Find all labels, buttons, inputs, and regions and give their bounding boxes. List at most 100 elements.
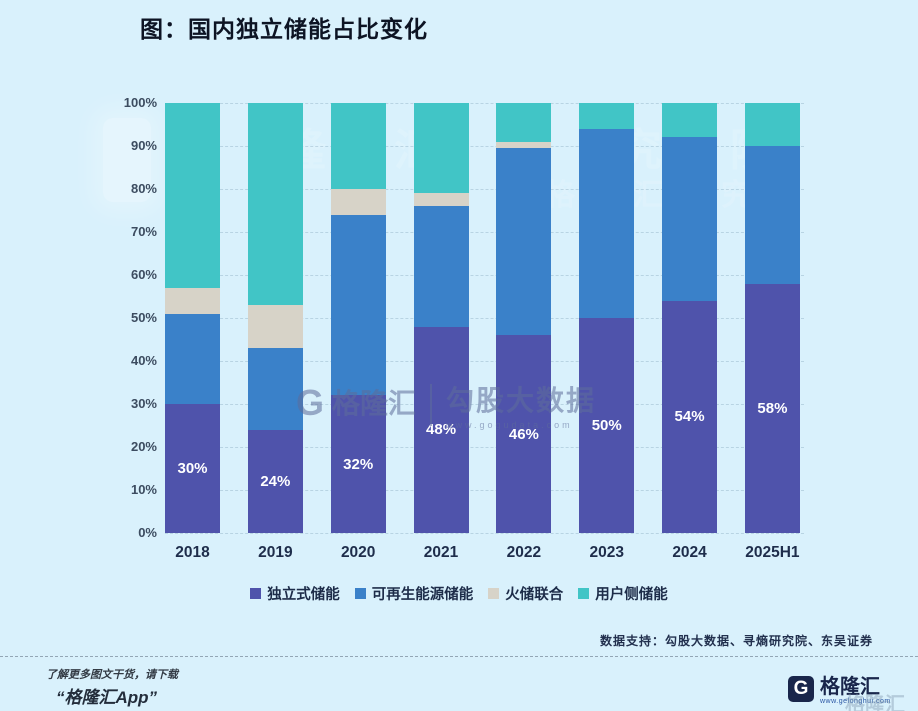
segment-火储联合-2019 bbox=[247, 305, 303, 349]
gridline bbox=[165, 533, 804, 534]
bar-value-label: 54% bbox=[674, 408, 705, 426]
x-axis-label-2022: 2022 bbox=[506, 544, 542, 561]
legend-item-独立式储能: 独立式储能 bbox=[250, 583, 340, 604]
y-axis-tick-label: 100% bbox=[123, 95, 157, 110]
promo-line2: “格隆汇App” bbox=[56, 688, 158, 707]
y-axis-tick-label: 60% bbox=[130, 267, 157, 282]
segment-可再生能源储能-2022 bbox=[496, 148, 552, 336]
x-axis-label-2021: 2021 bbox=[423, 544, 459, 561]
gridline bbox=[165, 275, 804, 276]
bar-value-label: 32% bbox=[343, 455, 374, 473]
segment-用户侧储能-2024 bbox=[662, 103, 718, 138]
data-support-note: 数据支持：勾股大数据、寻熵研究院、东吴证券 bbox=[599, 634, 873, 648]
segment-可再生能源储能-2021 bbox=[413, 206, 469, 327]
segment-独立式储能-2018: 30% bbox=[165, 404, 220, 533]
segment-可再生能源储能-2020 bbox=[330, 214, 386, 396]
legend-label: 可再生能源储能 bbox=[371, 587, 474, 603]
y-axis-tick-label: 10% bbox=[130, 482, 157, 497]
x-axis-label-2019: 2019 bbox=[258, 544, 293, 561]
segment-可再生能源储能-2023 bbox=[579, 128, 635, 318]
bar-value-label: 46% bbox=[508, 425, 539, 443]
gelonghui-g-icon: G bbox=[788, 676, 814, 702]
y-axis-tick-label: 50% bbox=[130, 310, 157, 325]
legend-item-用户侧储能: 用户侧储能 bbox=[578, 583, 668, 604]
legend-swatch-icon bbox=[250, 588, 262, 599]
bar-2021: 48% 2021 bbox=[413, 103, 469, 561]
bar-value-label: 30% bbox=[177, 460, 208, 477]
x-axis-label-2020: 2020 bbox=[340, 544, 376, 561]
y-axis: 100% 90% 80% 70% 60% 50% 40% 30% 20% 10% 0% bbox=[103, 95, 157, 540]
segment-独立式储能-2022: 46% bbox=[496, 335, 552, 533]
y-axis-tick-label: 0% bbox=[138, 525, 157, 540]
legend-item-可再生能源储能: 可再生能源储能 bbox=[354, 583, 474, 604]
segment-火储联合-2018 bbox=[165, 287, 220, 314]
gridline bbox=[165, 189, 804, 190]
bar-2024: 54% 2024 bbox=[662, 103, 718, 561]
x-axis-label-2025H1: 2025H1 bbox=[745, 544, 800, 561]
gridline bbox=[165, 318, 804, 319]
watermark-brand-text: 格隆汇 bbox=[332, 388, 417, 419]
gridline bbox=[165, 103, 804, 104]
y-axis-tick-label: 20% bbox=[130, 439, 157, 454]
segment-火储联合-2022 bbox=[496, 141, 552, 149]
segment-独立式储能-2024: 54% bbox=[662, 300, 718, 533]
plot-area: 30% 2018 24% 2019 32% 2020 48% 2021 46% 2022 50% 20… bbox=[165, 103, 804, 561]
segment-用户侧储能-2020 bbox=[330, 103, 386, 190]
segment-可再生能源储能-2024 bbox=[662, 137, 718, 301]
gridline bbox=[165, 361, 804, 362]
gridline bbox=[165, 447, 804, 448]
x-axis-label-2018: 2018 bbox=[175, 544, 210, 561]
gelonghui-logo-echo: 格隆汇 bbox=[845, 694, 905, 711]
segment-用户侧储能-2023 bbox=[579, 103, 635, 129]
bar-2025H1: 58% 2025H1 bbox=[744, 103, 800, 561]
bar-value-label: 50% bbox=[591, 417, 622, 434]
gridline bbox=[165, 146, 804, 147]
bars-container: 30% 2018 24% 2019 32% 2020 48% 2021 46% 2022 50% 20… bbox=[165, 103, 800, 561]
watermark-data-brand: 勾股大数据 bbox=[446, 385, 597, 416]
gridline bbox=[165, 232, 804, 233]
bar-value-label: 48% bbox=[426, 421, 457, 439]
y-axis-tick-label: 90% bbox=[130, 138, 157, 153]
segment-独立式储能-2023: 50% bbox=[579, 318, 635, 533]
chart-title: 图：国内独立储能占比变化 bbox=[140, 16, 428, 42]
segment-可再生能源储能-2025H1 bbox=[744, 146, 800, 284]
segment-可再生能源储能-2019 bbox=[247, 348, 303, 430]
legend-label: 火储联合 bbox=[505, 587, 564, 603]
watermark-center: G 格隆汇 勾股大数据 www.gogudata.com bbox=[296, 382, 597, 431]
segment-独立式储能-2025H1: 58% bbox=[744, 283, 800, 533]
segment-用户侧储能-2018 bbox=[165, 103, 220, 288]
bar-value-label: 58% bbox=[757, 399, 788, 417]
promo-line1: 了解更多图文干货，请下载 bbox=[46, 669, 178, 681]
y-axis-tick-label: 30% bbox=[130, 396, 157, 411]
bar-value-label: 24% bbox=[260, 472, 291, 490]
gridline bbox=[165, 404, 804, 405]
y-axis-tick-label: 70% bbox=[130, 224, 157, 239]
bar-2022: 46% 2022 bbox=[496, 103, 552, 561]
x-axis-label-2024: 2024 bbox=[672, 544, 707, 561]
legend-swatch-icon bbox=[578, 588, 590, 599]
gelonghui-logo: G 格隆汇 www.gelonghui.com bbox=[788, 676, 891, 705]
legend: 独立式储能 可再生能源储能 火储联合 用户侧储能 bbox=[0, 583, 918, 604]
segment-独立式储能-2019: 24% bbox=[247, 429, 303, 533]
segment-用户侧储能-2022 bbox=[496, 103, 552, 142]
y-axis-tick-label: 40% bbox=[130, 353, 157, 368]
segment-用户侧储能-2025H1 bbox=[744, 103, 800, 147]
watermark-blob bbox=[103, 118, 151, 202]
bar-2023: 50% 2023 bbox=[579, 103, 635, 561]
legend-label: 用户侧储能 bbox=[595, 587, 668, 603]
segment-火储联合-2021 bbox=[413, 193, 469, 207]
segment-独立式储能-2021: 48% bbox=[413, 326, 469, 533]
gelonghui-logo-text: 格隆汇 bbox=[820, 676, 880, 698]
x-axis-label-2023: 2023 bbox=[589, 544, 624, 561]
segment-火储联合-2020 bbox=[330, 189, 386, 215]
gelonghui-g-watermark-icon: G bbox=[296, 382, 325, 423]
bar-2019: 24% 2019 bbox=[247, 103, 303, 561]
bar-2018: 30% 2018 bbox=[165, 103, 220, 561]
bar-2020: 32% 2020 bbox=[330, 103, 386, 561]
legend-swatch-icon bbox=[354, 588, 366, 599]
segment-用户侧储能-2021 bbox=[413, 103, 469, 194]
watermark-url: www.gogudata.com bbox=[446, 420, 573, 430]
legend-label: 独立式储能 bbox=[267, 587, 340, 603]
watermark-divider bbox=[430, 384, 433, 426]
